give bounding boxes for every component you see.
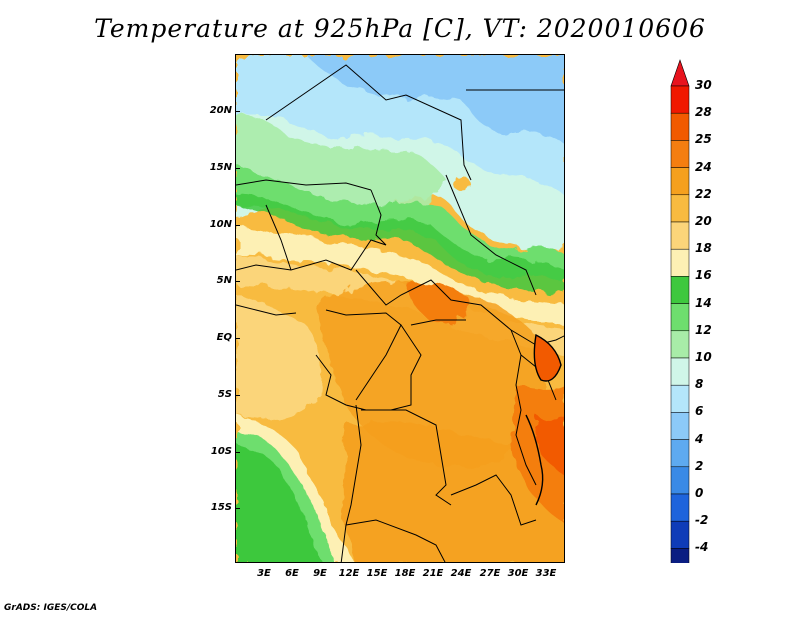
colorbar-label: 25 [695,132,712,147]
lat-label: EQ [216,332,232,343]
lat-label: 15N [209,162,232,173]
colorbar-label: 10 [695,350,712,364]
lon-label: 15E [366,568,388,579]
colorbar-swatch [670,412,690,440]
colorbar-label: -2 [695,513,709,528]
colorbar-swatch [670,303,690,332]
colorbar-label: 30 [695,78,712,92]
colorbar-over-arrow [670,59,690,87]
colorbar-label: 28 [695,105,712,120]
colorbar-swatch [670,384,690,413]
lat-label: 15S [210,502,232,513]
lon-label: 9E [313,568,327,579]
colorbar-label: 20 [695,214,712,228]
lon-label: 6E [285,568,299,579]
lon-label: 21E [422,568,444,579]
colorbar-swatch [670,439,690,468]
lon-label: 27E [479,568,501,579]
colorbar-label: 2 [695,458,704,473]
colorbar-label: 8 [695,377,704,392]
lat-label: 20N [209,105,232,116]
colorbar-label: 14 [695,295,712,310]
lat-label: 10S [210,446,232,457]
lon-label: 33E [535,568,557,579]
colorbar-label: 18 [695,241,712,256]
temperature-map [235,54,565,563]
colorbar-label: 16 [695,268,712,283]
lon-label: 24E [450,568,472,579]
colorbar-swatch [670,520,690,549]
colorbar-swatch [670,194,690,223]
colorbar-swatch [670,85,690,114]
colorbar-swatch [670,330,690,359]
colorbar-label: 12 [695,322,712,337]
colorbar-label: 24 [695,159,712,174]
colorbar-label: 22 [695,186,712,201]
temperature-field [236,55,564,562]
colorbar-swatch [670,466,690,495]
colorbar [670,59,690,563]
lon-label: 3E [257,568,271,579]
lat-label: 5N [216,275,232,286]
credit-label: GrADS: IGES/COLA [4,603,98,613]
colorbar-label: -4 [695,540,709,555]
lon-label: 12E [338,568,360,579]
colorbar-swatch [670,221,690,250]
lat-label: 5S [217,389,232,400]
colorbar-swatch [670,357,690,386]
colorbar-swatch [670,140,690,168]
colorbar-swatch [670,248,690,277]
colorbar-swatch [670,167,690,196]
colorbar-swatch [670,493,690,522]
lon-label: 30E [507,568,529,579]
colorbar-label: 4 [695,431,704,446]
colorbar-label: 0 [695,486,704,500]
chart-title: Temperature at 925hPa [C], VT: 202001060… [94,14,706,43]
colorbar-label: 6 [695,404,704,419]
colorbar-swatch [670,548,690,563]
colorbar-swatch [670,276,690,304]
lat-label: 10N [209,219,232,230]
colorbar-swatch [670,112,690,141]
lon-label: 18E [394,568,416,579]
